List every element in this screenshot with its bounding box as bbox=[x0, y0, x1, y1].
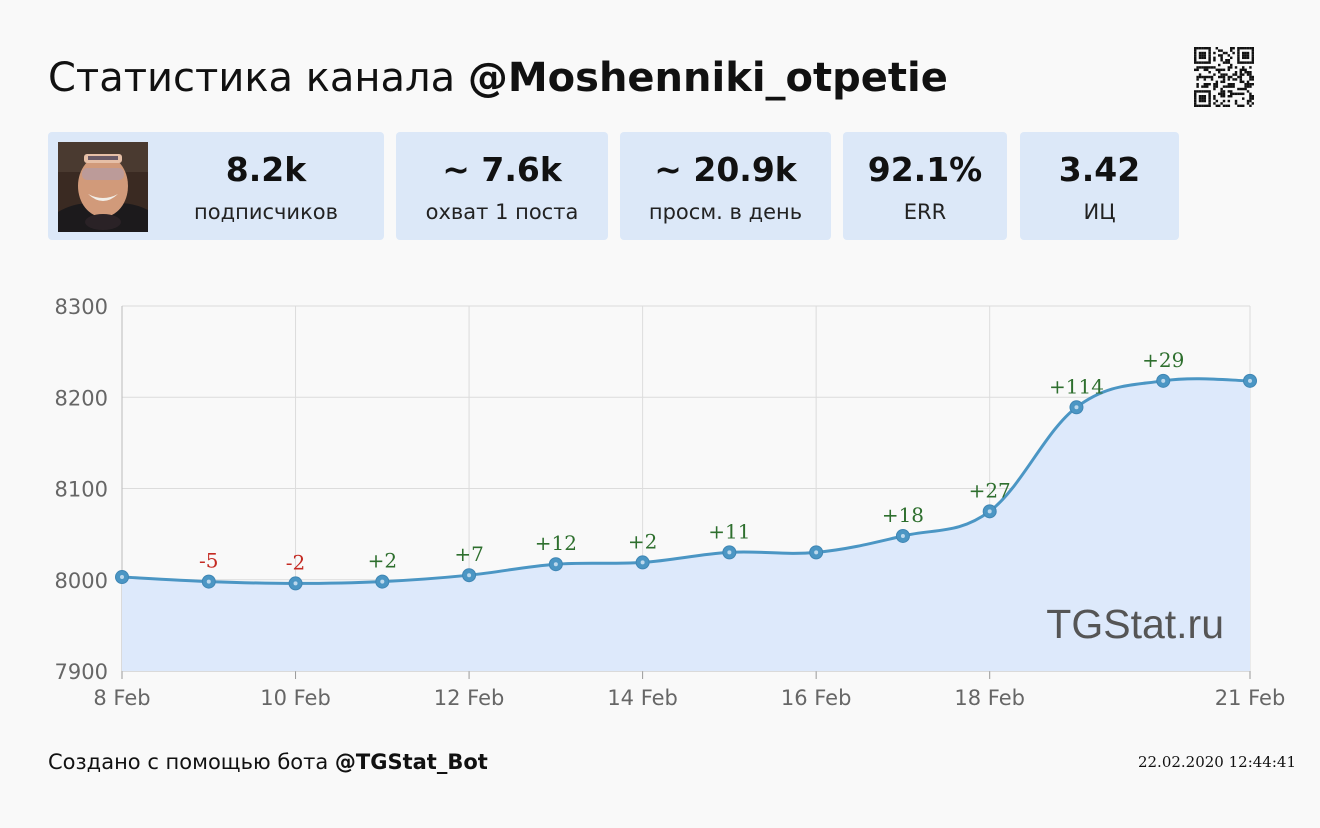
subscribers-chart: 7900 8000 8100 8200 8300 8 Feb 10 Feb 12 Feb 14 … bbox=[55, 295, 1286, 710]
data-label: -5 bbox=[199, 549, 218, 573]
stat-card-daily-views: ~ 20.9k просм. в день bbox=[620, 132, 831, 240]
avatar bbox=[58, 142, 148, 232]
x-tick-label: 8 Feb bbox=[93, 686, 150, 710]
data-point-center bbox=[727, 550, 732, 555]
data-point-center bbox=[380, 579, 385, 584]
x-tick-label: 21 Feb bbox=[1215, 686, 1286, 710]
x-tick-label: 18 Feb bbox=[954, 686, 1025, 710]
stat-label: ERR bbox=[903, 200, 947, 224]
footer-timestamp: 22.02.2020 12:44:41 bbox=[1137, 753, 1296, 771]
watermark: TGStat.ru bbox=[1046, 601, 1224, 647]
stat-label: охват 1 поста bbox=[425, 200, 579, 224]
y-tick-label: 8100 bbox=[55, 478, 108, 502]
data-point-center bbox=[1074, 405, 1079, 410]
footer-prefix: Создано с помощью бота bbox=[48, 750, 329, 774]
data-point-center bbox=[814, 550, 819, 555]
qr-code-icon bbox=[1194, 47, 1254, 107]
stat-label: подписчиков bbox=[194, 200, 338, 224]
stat-label: просм. в день bbox=[648, 200, 803, 224]
data-label: +29 bbox=[1142, 348, 1184, 372]
series-area bbox=[122, 378, 1250, 671]
data-label: +2 bbox=[368, 549, 397, 573]
y-tick-label: 8200 bbox=[55, 386, 108, 410]
channel-name: @Moshenniki_otpetie bbox=[467, 55, 948, 101]
data-label: +2 bbox=[628, 529, 657, 553]
stat-value: ~ 7.6k bbox=[442, 150, 562, 189]
data-point-center bbox=[1161, 378, 1166, 383]
title-prefix: Статистика канала bbox=[48, 55, 456, 101]
stat-value: 3.42 bbox=[1058, 150, 1141, 189]
data-point-center bbox=[120, 575, 124, 580]
x-tick-label: 12 Feb bbox=[434, 686, 505, 710]
footer-credit: Создано с помощью бота @TGStat_Bot bbox=[48, 748, 488, 776]
stat-value: ~ 20.9k bbox=[654, 150, 797, 189]
data-label: +11 bbox=[708, 519, 750, 543]
y-tick-label: 7900 bbox=[55, 660, 108, 684]
stat-card-citation-index: 3.42 ИЦ bbox=[1020, 132, 1179, 240]
data-label: +18 bbox=[882, 503, 924, 527]
stat-card-err: 92.1% ERR bbox=[843, 132, 1007, 240]
y-tick-label: 8000 bbox=[55, 569, 108, 593]
stat-value: 92.1% bbox=[867, 150, 983, 189]
data-label: +12 bbox=[535, 531, 577, 555]
data-point-center bbox=[1248, 378, 1252, 383]
x-tick-label: 10 Feb bbox=[260, 686, 331, 710]
page-title: Статистика канала @Moshenniki_otpetie bbox=[48, 52, 948, 104]
y-tick-label: 8300 bbox=[55, 295, 108, 319]
data-point-center bbox=[553, 562, 558, 567]
data-point-center bbox=[206, 579, 211, 584]
data-point-center bbox=[900, 533, 905, 538]
data-point-center bbox=[640, 560, 645, 565]
stat-label: ИЦ bbox=[1083, 200, 1116, 224]
data-label: -2 bbox=[286, 550, 305, 574]
stats-cards: 8.2k подписчиков ~ 7.6k охват 1 поста ~ … bbox=[48, 132, 1188, 240]
bot-link[interactable]: @TGStat_Bot bbox=[334, 750, 488, 774]
series-line bbox=[121, 377, 1251, 585]
data-label: +114 bbox=[1049, 374, 1104, 398]
data-point-center bbox=[293, 581, 298, 586]
stat-value: 8.2k bbox=[225, 150, 307, 189]
x-tick-label: 16 Feb bbox=[781, 686, 852, 710]
data-point-center bbox=[987, 509, 992, 514]
x-tick-label: 14 Feb bbox=[607, 686, 678, 710]
data-label: +27 bbox=[969, 478, 1011, 502]
stat-card-reach: ~ 7.6k охват 1 поста bbox=[396, 132, 608, 240]
data-point-center bbox=[467, 573, 472, 578]
stat-card-subscribers: 8.2k подписчиков bbox=[48, 132, 384, 240]
data-label: +7 bbox=[454, 542, 483, 566]
